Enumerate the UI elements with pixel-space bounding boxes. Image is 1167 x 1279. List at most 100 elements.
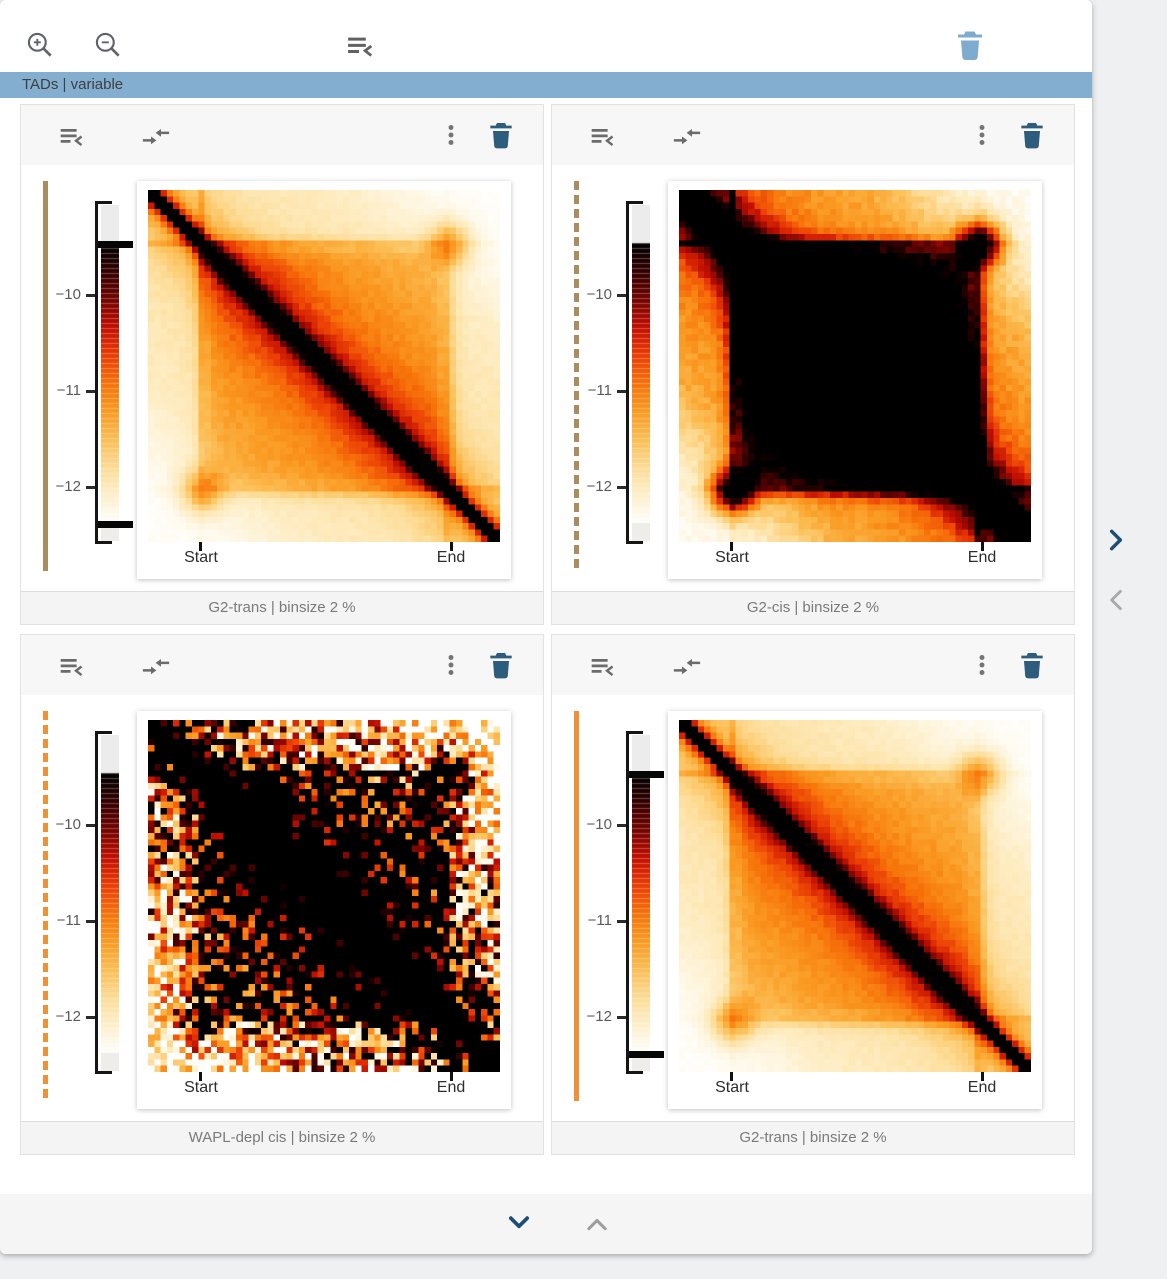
more-options-icon[interactable]	[969, 121, 995, 149]
more-options-icon[interactable]	[969, 651, 995, 679]
x-axis-tick-end	[450, 542, 453, 551]
collapse-all-icon[interactable]	[344, 31, 374, 61]
colorbar-tick	[617, 824, 626, 827]
x-axis-label-start: Start	[715, 549, 749, 566]
delete-panel-icon[interactable]	[1016, 649, 1048, 681]
collapse-panel-icon[interactable]	[588, 123, 615, 150]
collection-bar[interactable]: TADs | variable	[0, 72, 1092, 98]
colorbar-tick-label: −10	[586, 286, 612, 303]
panel-caption: G2-trans | binsize 2 %	[552, 1121, 1074, 1154]
compress-horizontal-icon[interactable]	[672, 122, 702, 150]
colorbar-tick	[617, 486, 626, 489]
x-axis-tick-end	[450, 1072, 453, 1081]
colorbar-tick-label: −10	[55, 286, 81, 303]
x-axis-label-start: Start	[184, 1079, 218, 1096]
heatmap-image	[679, 190, 1031, 542]
more-options-icon[interactable]	[438, 651, 464, 679]
heatmap-card: Start End	[137, 711, 511, 1109]
chevron-left-icon[interactable]	[1104, 587, 1128, 613]
panel-plot-area: −10 −11 −12 Start End	[552, 165, 1074, 593]
x-axis-label-end: End	[436, 1079, 466, 1096]
x-axis-tick-start	[199, 542, 202, 551]
delete-panel-icon[interactable]	[485, 649, 517, 681]
plot-panel: −10 −11 −12 Start End WAPL-depl cis | bi…	[20, 634, 544, 1155]
colorbar-tick	[86, 390, 95, 393]
colorbar-tick-label: −12	[55, 1008, 81, 1025]
chevron-down-icon[interactable]	[505, 1212, 533, 1236]
colorbar-tick	[86, 486, 95, 489]
panel-toolbar	[552, 105, 1074, 165]
heatmap-image	[148, 190, 500, 542]
collapse-panel-icon[interactable]	[588, 653, 615, 680]
colorbar-axis-cap	[95, 201, 112, 204]
collapse-panel-icon[interactable]	[57, 123, 84, 150]
colorbar-tick	[617, 294, 626, 297]
colorbar-tick-label: −12	[55, 478, 81, 495]
chevron-right-icon[interactable]	[1104, 527, 1128, 553]
colorbar-axis	[95, 731, 98, 1074]
panel-plot-area: −10 −11 −12 Start End	[21, 695, 543, 1123]
colorbar-tick	[617, 1016, 626, 1019]
x-axis-tick-start	[730, 1072, 733, 1081]
colorbar-gradient	[632, 735, 650, 1071]
colorbar-tick-label: −12	[586, 1008, 612, 1025]
zoom-out-icon[interactable]	[92, 29, 124, 61]
panel-toolbar	[21, 105, 543, 165]
panel-plot-area: −10 −11 −12 Start End	[552, 695, 1074, 1123]
colorbar-tick	[86, 294, 95, 297]
colorbar-range-handle-max[interactable]	[629, 771, 664, 778]
dataset-indicator-line	[574, 711, 579, 1101]
colorbar-axis	[95, 201, 98, 544]
colorbar-tick-label: −11	[587, 382, 612, 399]
compress-horizontal-icon[interactable]	[141, 122, 171, 150]
colorbar-tick-label: −12	[586, 478, 612, 495]
pager-bar	[0, 1194, 1092, 1254]
panel-plot-area: −10 −11 −12 Start End	[21, 165, 543, 593]
heatmap-image	[148, 720, 500, 1072]
colorbar-tick	[617, 390, 626, 393]
widget-card: TADs | variable	[0, 0, 1092, 1254]
collapse-panel-icon[interactable]	[57, 653, 84, 680]
plot-panel: −10 −11 −12 Start End G2-cis | binsize 2…	[551, 104, 1075, 625]
compress-horizontal-icon[interactable]	[141, 652, 171, 680]
delete-panel-icon[interactable]	[1016, 119, 1048, 151]
colorbar-range-handle-min[interactable]	[98, 521, 133, 528]
dataset-indicator-line	[574, 181, 579, 571]
x-axis-label-end: End	[436, 549, 466, 566]
x-axis-label-start: Start	[715, 1079, 749, 1096]
zoom-in-icon[interactable]	[24, 29, 56, 61]
delete-panel-icon[interactable]	[485, 119, 517, 151]
colorbar-gradient	[101, 735, 119, 1071]
x-axis-label-start: Start	[184, 549, 218, 566]
colorbar-tick	[617, 920, 626, 923]
compress-horizontal-icon[interactable]	[672, 652, 702, 680]
colorbar-axis-cap	[95, 541, 112, 544]
colorbar-axis-cap	[626, 1071, 643, 1074]
colorbar-axis	[626, 731, 629, 1074]
dataset-indicator-line	[43, 181, 48, 571]
more-options-icon[interactable]	[438, 121, 464, 149]
colorbar-axis	[626, 201, 629, 544]
x-axis-label-end: End	[967, 1079, 997, 1096]
colorbar-tick	[86, 920, 95, 923]
delete-collection-icon[interactable]	[952, 27, 988, 63]
colorbar-range-handle-max[interactable]	[98, 241, 133, 248]
heatmap-image	[679, 720, 1031, 1072]
collection-bar-label: TADs | variable	[22, 76, 124, 93]
colorbar-tick	[86, 824, 95, 827]
colorbar-axis-cap	[626, 541, 643, 544]
panel-caption: G2-trans | binsize 2 %	[21, 591, 543, 624]
colorbar-tick-label: −11	[56, 382, 81, 399]
colorbar-axis-cap	[626, 731, 643, 734]
x-axis-tick-end	[981, 542, 984, 551]
plot-panel: −10 −11 −12 Start End G2-trans | binsize…	[20, 104, 544, 625]
plot-panel: −10 −11 −12 Start End G2-trans | binsize…	[551, 634, 1075, 1155]
panel-toolbar	[21, 635, 543, 695]
colorbar-tick	[86, 1016, 95, 1019]
colorbar-range-handle-min[interactable]	[629, 1051, 664, 1058]
colorbar-axis-cap	[626, 201, 643, 204]
x-axis-label-end: End	[967, 549, 997, 566]
chevron-up-icon[interactable]	[583, 1212, 611, 1236]
x-axis-tick-start	[730, 542, 733, 551]
colorbar-axis-cap	[95, 731, 112, 734]
